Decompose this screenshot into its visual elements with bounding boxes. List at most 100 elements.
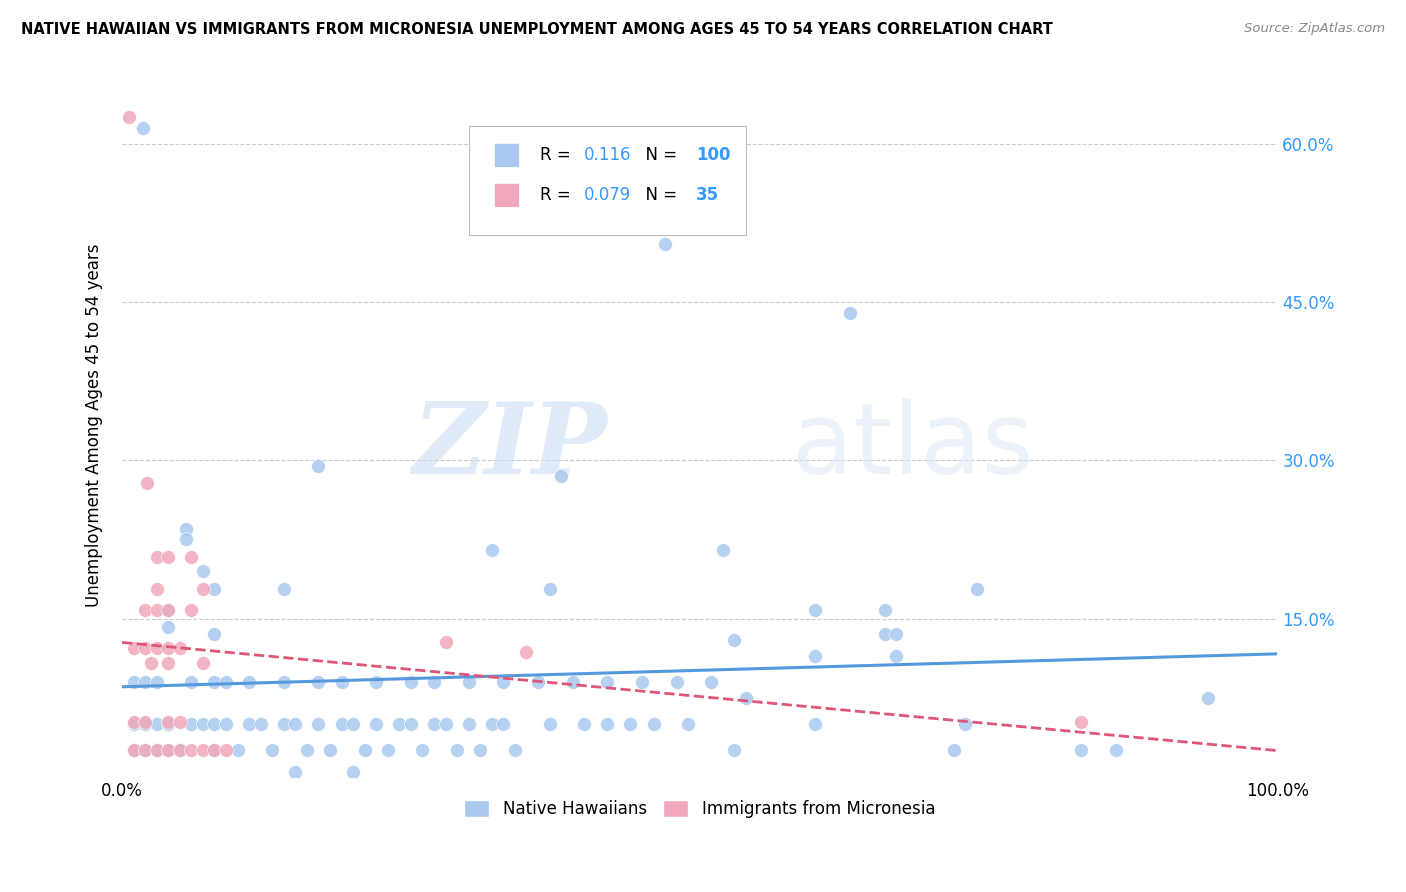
Point	[122, 743, 145, 757]
Point	[804, 648, 827, 663]
Point	[676, 717, 699, 731]
Point	[145, 717, 167, 731]
Point	[481, 543, 503, 558]
Text: atlas: atlas	[792, 398, 1033, 494]
Text: R =: R =	[540, 186, 576, 204]
Point	[145, 743, 167, 757]
Text: 0.116: 0.116	[583, 146, 631, 164]
Point	[204, 743, 226, 757]
Point	[191, 582, 214, 596]
Text: 35: 35	[696, 186, 720, 204]
Point	[884, 648, 907, 663]
Point	[204, 717, 226, 731]
Point	[550, 469, 572, 483]
Point	[157, 714, 180, 729]
Point	[1070, 714, 1092, 729]
Point	[204, 582, 226, 596]
Point	[118, 111, 141, 125]
Point	[262, 743, 284, 757]
Point	[873, 627, 896, 641]
Point	[238, 674, 260, 689]
Point	[1070, 743, 1092, 757]
Point	[169, 743, 191, 757]
Point	[353, 743, 375, 757]
Point	[457, 674, 479, 689]
Point	[157, 717, 180, 731]
Point	[157, 550, 180, 565]
Point	[174, 533, 197, 547]
Point	[204, 743, 226, 757]
Point	[342, 764, 364, 779]
Point	[434, 634, 457, 648]
Point	[145, 641, 167, 656]
Point	[139, 656, 162, 670]
Point	[249, 717, 271, 731]
Point	[411, 743, 433, 757]
Point	[1104, 743, 1126, 757]
Text: N =: N =	[636, 186, 682, 204]
Point	[180, 550, 202, 565]
Point	[873, 603, 896, 617]
Point	[966, 582, 988, 596]
Point	[561, 674, 583, 689]
Point	[308, 674, 330, 689]
Point	[377, 743, 399, 757]
Point	[399, 674, 422, 689]
Point	[955, 717, 977, 731]
Point	[122, 641, 145, 656]
Text: Source: ZipAtlas.com: Source: ZipAtlas.com	[1244, 22, 1385, 36]
Point	[515, 645, 537, 659]
Point	[838, 305, 860, 319]
Point	[399, 717, 422, 731]
Point	[134, 603, 156, 617]
Point	[145, 674, 167, 689]
Point	[215, 717, 238, 731]
Point	[330, 717, 353, 731]
Point	[180, 717, 202, 731]
Point	[273, 717, 295, 731]
Point	[503, 743, 526, 757]
Point	[538, 717, 561, 731]
Point	[446, 743, 468, 757]
Point	[665, 674, 688, 689]
Point	[884, 627, 907, 641]
Point	[122, 717, 145, 731]
Point	[134, 714, 156, 729]
Point	[157, 603, 180, 617]
Point	[191, 564, 214, 578]
Point	[481, 717, 503, 731]
Point	[273, 582, 295, 596]
Point	[596, 674, 619, 689]
Point	[157, 620, 180, 634]
Point	[572, 717, 595, 731]
Point	[273, 674, 295, 689]
Point	[388, 717, 411, 731]
Point	[157, 656, 180, 670]
Text: NATIVE HAWAIIAN VS IMMIGRANTS FROM MICRONESIA UNEMPLOYMENT AMONG AGES 45 TO 54 Y: NATIVE HAWAIIAN VS IMMIGRANTS FROM MICRO…	[21, 22, 1053, 37]
Point	[457, 717, 479, 731]
Point	[204, 627, 226, 641]
Point	[654, 236, 676, 251]
Point	[169, 714, 191, 729]
Point	[226, 743, 249, 757]
Point	[527, 674, 550, 689]
Point	[191, 743, 214, 757]
Point	[711, 543, 734, 558]
Point	[723, 743, 745, 757]
Point	[157, 603, 180, 617]
Point	[132, 120, 155, 135]
Point	[492, 674, 515, 689]
Text: 0.079: 0.079	[583, 186, 631, 204]
Point	[423, 674, 446, 689]
Point	[284, 764, 307, 779]
Point	[157, 743, 180, 757]
Point	[619, 717, 641, 731]
Point	[134, 717, 156, 731]
Point	[643, 717, 665, 731]
Point	[538, 582, 561, 596]
Point	[215, 674, 238, 689]
Point	[284, 717, 307, 731]
Text: R =: R =	[540, 146, 576, 164]
Point	[631, 674, 654, 689]
Point	[342, 717, 364, 731]
